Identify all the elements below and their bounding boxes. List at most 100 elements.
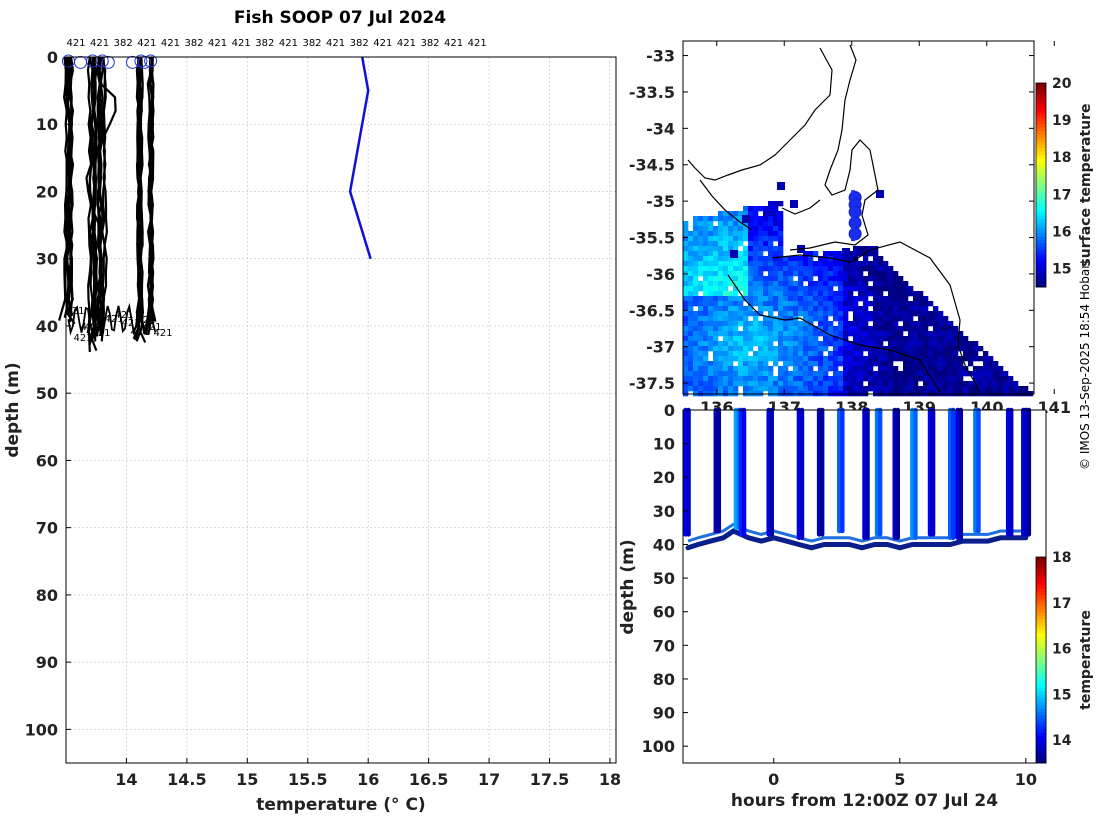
sst-cell [823,296,829,302]
sst-cell [728,226,734,232]
sst-cell [778,371,784,377]
sst-cell [863,321,869,327]
sst-cell [863,326,869,332]
sst-cell [853,281,859,287]
sst-cell [868,261,874,267]
sst-cell [758,216,764,222]
sst-cell [843,266,849,272]
sst-cell [713,346,719,352]
sst-cell [768,201,774,207]
sst-cell [903,296,909,302]
sst-colorbar-segment [1036,215,1046,220]
sst-cell [773,231,779,237]
temp-colorbar-segment [1036,601,1046,606]
sst-cell [778,256,784,262]
sst-cell [938,366,944,372]
sst-cell [743,296,749,302]
sst-cell [943,336,949,342]
sst-cell [878,376,884,382]
sst-cell [753,291,759,297]
sst-cell [713,256,719,262]
sst-cell [958,366,964,372]
sst-cell [813,281,819,287]
sst-cell [918,366,924,372]
sst-cell [878,356,884,362]
sst-cell [723,326,729,332]
sst-cell [783,316,789,322]
sst-cell [948,351,954,357]
sst-cell [733,276,739,282]
temp-colorbar-segment [1036,697,1046,702]
sst-cell [698,266,704,272]
sst-cell [853,306,859,312]
sst-cell [838,351,844,357]
sst-colorbar-segment [1036,242,1046,247]
sst-cell [693,371,699,377]
sst-cell [768,206,774,212]
sst-cell [863,346,869,352]
temp-colorbar-segment [1036,646,1046,651]
sst-cell [923,341,929,347]
sst-cell [763,226,769,232]
sst-cell [853,351,859,357]
sst-cell [773,356,779,362]
sst-cell [763,336,769,342]
sst-cell [898,371,904,377]
sst-cell [918,341,924,347]
sst-cell [828,341,834,347]
sst-cell [728,361,734,367]
sst-cell [708,381,714,387]
sst-cell [893,336,899,342]
sst-cell [858,246,864,252]
sst-cell [838,326,844,332]
sst-cell [783,266,789,272]
sst-cell [843,341,849,347]
profile-top-label: 421 [397,38,416,49]
sst-cell [953,381,959,387]
profile-top-label: 382 [302,38,321,49]
sst-cell [788,266,794,272]
sst-cell [818,341,824,347]
sst-cell [873,326,879,332]
sst-cell [788,306,794,312]
sst-cell [898,281,904,287]
sst-cell [843,301,849,307]
sst-cell [718,281,724,287]
sst-cell [798,361,804,367]
sst-cell [888,341,894,347]
sst-cell [923,346,929,352]
sst-cell [938,326,944,332]
sst-cell [943,366,949,372]
temp-colorbar-tick-label: 15 [1052,687,1071,703]
sst-cell [698,326,704,332]
sst-cell [748,231,754,237]
section-y-tick-label: 80 [653,670,675,689]
sst-cell [788,376,794,382]
sst-cell [733,356,739,362]
sst-cell [888,381,894,387]
sst-colorbar-segment [1036,191,1046,196]
sst-cell [773,386,779,392]
sst-cell [878,261,884,267]
sst-cell [683,261,689,267]
sst-cell [878,256,884,262]
sst-cell [753,216,759,222]
sst-cell [813,286,819,292]
sst-cell [803,351,809,357]
sst-cell [843,271,849,277]
sst-cell [848,306,854,312]
sst-cell [928,376,934,382]
sst-cell [708,366,714,372]
sst-cell [793,361,799,367]
sst-colorbar-segment [1036,222,1046,227]
sst-cell [903,306,909,312]
sst-cell [933,346,939,352]
sst-cell [903,376,909,382]
sst-cell [943,361,949,367]
sst-cell [818,321,824,327]
sst-cell [768,336,774,342]
sst-cell [763,306,769,312]
sst-cell [893,386,899,392]
sst-cell [773,256,779,262]
sst-cell [823,356,829,362]
